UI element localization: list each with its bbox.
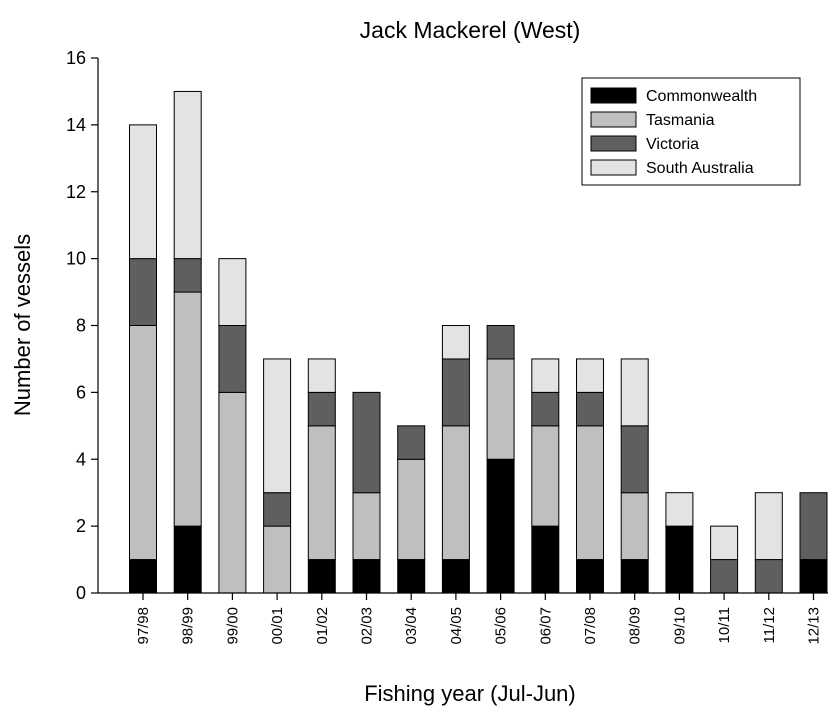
chart-title: Jack Mackerel (West)	[360, 17, 581, 43]
bar-segment-tasmania-6	[397, 458, 426, 561]
bar-segment-tasmania-3	[263, 525, 292, 594]
y-tick-label: 6	[76, 382, 86, 402]
bar-segment-tasmania-10	[576, 425, 604, 561]
y-tick-label: 14	[66, 115, 86, 135]
x-tick-label: 03/04	[403, 607, 420, 645]
bar-segment-south-australia-9	[531, 358, 560, 393]
bar-segment-tasmania-7	[441, 425, 470, 561]
bar-segment-tasmania-1	[173, 291, 202, 527]
bar-segment-tasmania-0	[129, 325, 157, 561]
x-tick-label: 12/13	[806, 607, 823, 645]
bar-segment-south-australia-10	[576, 358, 604, 393]
bar-segment-south-australia-1	[173, 90, 202, 260]
bar-segment-victoria-13	[710, 559, 739, 594]
bar-segment-tasmania-9	[531, 425, 560, 527]
x-axis-label: Fishing year (Jul-Jun)	[364, 681, 576, 706]
bar-segment-victoria-10	[576, 391, 604, 427]
x-tick-label: 09/10	[671, 607, 688, 645]
bar-segment-victoria-9	[531, 391, 560, 427]
y-tick-label: 10	[66, 249, 86, 269]
x-tick-label: 10/11	[716, 607, 733, 643]
x-tick-label: 97/98	[135, 607, 152, 645]
bar-segment-south-australia-13	[710, 525, 739, 561]
legend-swatch	[590, 111, 637, 128]
bar-segment-commonwealth-8	[486, 458, 515, 594]
y-tick-label: 16	[66, 48, 86, 68]
bar-segment-tasmania-5	[352, 492, 381, 561]
bar-segment-south-australia-11	[620, 358, 649, 427]
bar-segment-victoria-2	[218, 325, 247, 393]
x-tick-label: 01/02	[314, 607, 331, 645]
bar-segment-commonwealth-5	[352, 559, 381, 594]
bar-segment-south-australia-3	[263, 358, 292, 494]
bar-segment-victoria-11	[620, 425, 649, 494]
bar-segment-commonwealth-4	[307, 559, 336, 594]
x-tick-label: 05/06	[493, 607, 510, 645]
legend: Commonwealth Tasmania Victoria South Austra…	[581, 77, 801, 186]
y-tick-label: 0	[76, 583, 86, 603]
bar-segment-commonwealth-0	[129, 559, 157, 594]
bar-segment-commonwealth-6	[397, 559, 426, 594]
x-tick-label: 08/09	[627, 607, 644, 645]
x-tick-label: 00/01	[269, 607, 286, 645]
bar-segment-commonwealth-7	[441, 559, 470, 594]
x-tick-label: 11/12	[761, 607, 778, 643]
bar-segment-victoria-1	[173, 258, 202, 293]
legend-swatch	[590, 159, 637, 176]
x-tick-label: 04/05	[448, 607, 465, 645]
bar-segment-commonwealth-11	[620, 559, 649, 594]
bar-segment-commonwealth-12	[665, 525, 694, 594]
bar-segment-victoria-6	[397, 425, 426, 460]
bar-segment-tasmania-2	[218, 391, 247, 594]
bar-segment-south-australia-0	[129, 124, 157, 260]
bar-segment-victoria-3	[263, 492, 292, 527]
bar-segment-tasmania-11	[620, 492, 649, 561]
bar-segment-victoria-8	[486, 325, 515, 360]
bars-layer	[129, 90, 828, 594]
bar-segment-victoria-7	[441, 358, 470, 427]
legend-swatch	[590, 135, 637, 152]
x-tick-label: 07/08	[582, 607, 599, 645]
axes-layer: 0 2 4 6 8 10 12 14 16 97/98 98/99 99/00 00/01 01/02 02…	[66, 48, 828, 645]
bar-segment-south-australia-12	[665, 492, 694, 527]
bar-segment-south-australia-4	[307, 358, 336, 393]
legend-swatch	[590, 87, 637, 104]
bar-segment-tasmania-8	[486, 358, 515, 460]
x-tick-label: 98/99	[180, 607, 197, 645]
bar-segment-victoria-0	[129, 258, 157, 326]
bar-segment-victoria-4	[307, 391, 336, 427]
y-tick-label: 4	[76, 449, 86, 469]
legend-label: Tasmania	[646, 112, 715, 129]
y-tick-label: 8	[76, 316, 86, 336]
bar-segment-commonwealth-15	[799, 559, 828, 594]
bar-segment-south-australia-2	[218, 258, 247, 326]
x-tick-label: 06/07	[537, 607, 554, 645]
y-tick-label: 2	[76, 516, 86, 536]
legend-label: South Australia	[646, 160, 754, 177]
bar-segment-tasmania-4	[307, 425, 336, 561]
bar-segment-commonwealth-9	[531, 525, 560, 594]
bar-segment-south-australia-14	[754, 492, 783, 561]
legend-label: Victoria	[646, 136, 699, 153]
bar-segment-commonwealth-1	[173, 525, 202, 594]
bar-segment-victoria-14	[754, 559, 783, 594]
y-axis-label: Number of vessels	[10, 234, 35, 416]
legend-label: Commonwealth	[646, 88, 757, 105]
bar-segment-victoria-15	[799, 492, 828, 561]
y-tick-label: 12	[66, 182, 86, 202]
x-tick-label: 02/03	[359, 607, 376, 645]
bar-segment-south-australia-7	[441, 325, 470, 360]
bar-segment-commonwealth-10	[576, 559, 604, 594]
bar-segment-victoria-5	[352, 391, 381, 494]
x-tick-label: 99/00	[224, 607, 241, 645]
